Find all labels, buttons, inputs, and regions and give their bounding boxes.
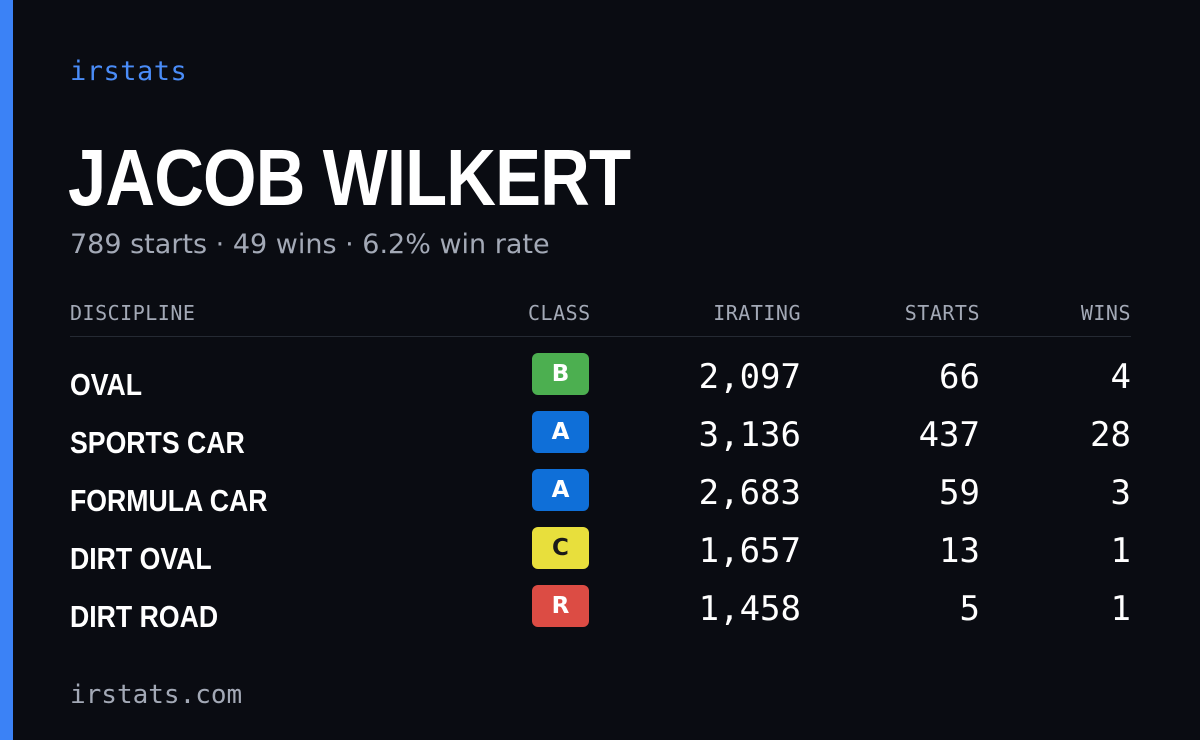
- stats-table: DISCIPLINE CLASS IRATING STARTS WINS OVA…: [70, 298, 1131, 643]
- footer-url: irstats.com: [70, 680, 243, 710]
- header-irating: IRATING: [713, 301, 801, 325]
- discipline-name: FORMULA CAR: [70, 483, 268, 518]
- wins-value: 1: [1110, 589, 1131, 629]
- discipline-name: DIRT ROAD: [70, 599, 219, 634]
- starts-value: 5: [959, 589, 980, 629]
- table-row: DIRT ROAD R 1,458 5 1: [70, 585, 1131, 643]
- wins-value: 1: [1110, 531, 1131, 571]
- discipline-name: OVAL: [70, 367, 143, 402]
- irating-value: 2,683: [698, 473, 801, 513]
- discipline-name: DIRT OVAL: [70, 541, 212, 576]
- table-header-row: DISCIPLINE CLASS IRATING STARTS WINS: [70, 298, 1131, 337]
- starts-value: 66: [939, 357, 980, 397]
- irating-value: 2,097: [698, 357, 801, 397]
- class-badge: B: [532, 353, 589, 395]
- irating-value: 1,657: [698, 531, 801, 571]
- table-body: OVAL B 2,097 66 4 SPORTS CAR A 3,136 437…: [70, 337, 1131, 643]
- table-row: FORMULA CAR A 2,683 59 3: [70, 469, 1131, 527]
- header-discipline: DISCIPLINE: [70, 301, 196, 325]
- class-badge: A: [532, 411, 589, 453]
- header-starts: STARTS: [904, 301, 980, 325]
- wins-value: 4: [1110, 357, 1131, 397]
- wins-value: 3: [1110, 473, 1131, 513]
- class-badge: A: [532, 469, 589, 511]
- table-row: SPORTS CAR A 3,136 437 28: [70, 411, 1131, 469]
- irating-value: 1,458: [698, 589, 801, 629]
- brand-logo-text: irstats: [70, 56, 188, 87]
- table-row: DIRT OVAL C 1,657 13 1: [70, 527, 1131, 585]
- accent-bar: [0, 0, 13, 740]
- driver-summary: 789 starts · 49 wins · 6.2% win rate: [70, 229, 550, 260]
- irating-value: 3,136: [698, 415, 801, 455]
- class-badge: C: [532, 527, 589, 569]
- header-wins: WINS: [1080, 301, 1131, 325]
- wins-value: 28: [1090, 415, 1131, 455]
- class-badge: R: [532, 585, 589, 627]
- driver-name: JACOB WILKERT: [68, 133, 631, 222]
- starts-value: 59: [939, 473, 980, 513]
- discipline-name: SPORTS CAR: [70, 425, 245, 460]
- starts-value: 13: [939, 531, 980, 571]
- starts-value: 437: [918, 415, 980, 455]
- header-class: CLASS: [528, 301, 591, 325]
- table-row: OVAL B 2,097 66 4: [70, 353, 1131, 411]
